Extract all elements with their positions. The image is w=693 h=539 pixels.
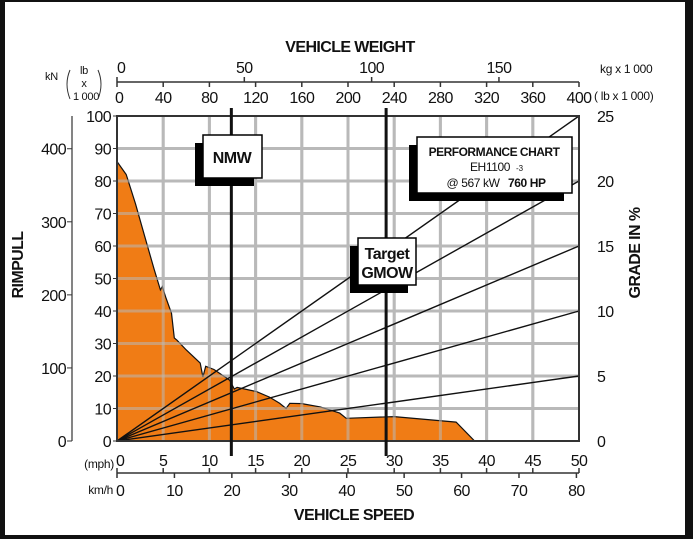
paren-left xyxy=(66,69,71,100)
klb-tick-label: 100 xyxy=(86,109,112,126)
kg-tick-label: 150 xyxy=(486,60,512,77)
grade-line-5 xyxy=(116,375,580,442)
grade-tick-label: 25 xyxy=(597,109,614,126)
kg-tick-label: 0 xyxy=(117,60,126,77)
lb-tick-label: 320 xyxy=(474,90,500,107)
lb-tick-label: 200 xyxy=(336,90,362,107)
klb-tick-label: 80 xyxy=(94,174,111,191)
kmh-tick-label: 20 xyxy=(224,483,241,500)
kmh-unit: km/h xyxy=(88,483,113,497)
kmh-tick-label: 50 xyxy=(396,483,413,500)
klb-tick-label: 60 xyxy=(94,239,111,256)
lb-tick-label: 120 xyxy=(243,90,269,107)
paren-right xyxy=(97,69,102,100)
mph-tick-label: 0 xyxy=(116,453,125,470)
klb-tick-label: 90 xyxy=(94,142,111,159)
mph-tick-label: 5 xyxy=(159,453,168,470)
rimpull-area xyxy=(117,161,475,441)
lb-tick-label: 160 xyxy=(289,90,315,107)
right-axis-title: GRADE IN % xyxy=(627,207,644,298)
lb-tick-label: 240 xyxy=(382,90,408,107)
x-axis-title: VEHICLE SPEED xyxy=(294,507,414,524)
lb-tick-label: 40 xyxy=(155,90,172,107)
kmh-tick-label: 10 xyxy=(166,483,183,500)
kn-tick-label: 300 xyxy=(41,215,67,232)
mph-tick-label: 50 xyxy=(571,453,588,470)
kn-unit-label: kN xyxy=(45,71,58,83)
kg-unit: kg x 1 000 xyxy=(600,62,653,76)
kn-tick-label: 400 xyxy=(41,142,67,159)
gmow-box xyxy=(357,237,417,286)
model-name: EH1100 xyxy=(470,160,511,174)
chart-title: PERFORMANCE CHART xyxy=(429,145,561,159)
grade-tick-label: 0 xyxy=(597,434,606,451)
kmh-tick-label: 70 xyxy=(511,483,528,500)
klb-tick-label: 70 xyxy=(94,207,111,224)
lb-unit: ( lb x 1 000) xyxy=(594,89,654,103)
performance-box xyxy=(416,136,573,194)
gmow-label-line2: GMOW xyxy=(361,265,414,282)
grade-tick-label: 15 xyxy=(597,239,614,256)
kn-tick-label: 200 xyxy=(41,288,67,305)
mph-tick-label: 45 xyxy=(524,453,541,470)
kmh-tick-label: 60 xyxy=(453,483,470,500)
klb-tick-label: 50 xyxy=(94,272,111,289)
kn-tick-label: 0 xyxy=(58,434,67,451)
nmw-box xyxy=(202,134,263,179)
grade-tick-label: 10 xyxy=(597,304,614,321)
klb-tick-label: 10 xyxy=(94,402,111,419)
gmow-label-line1: Target xyxy=(365,246,411,263)
kn-tick-label: 100 xyxy=(41,361,67,378)
kg-tick-label: 100 xyxy=(359,60,385,77)
lb-tick-label: 400 xyxy=(567,90,593,107)
thousand-unit-label: 1 000 xyxy=(73,91,99,103)
power-kw: @ 567 kW xyxy=(447,176,501,190)
kmh-tick-label: 40 xyxy=(338,483,355,500)
mph-tick-label: 25 xyxy=(340,453,357,470)
grade-tick-label: 5 xyxy=(597,369,606,386)
kmh-tick-label: 80 xyxy=(568,483,585,500)
klb-tick-label: 30 xyxy=(94,337,111,354)
nmw-label: NMW xyxy=(213,150,253,167)
power-hp: 760 HP xyxy=(508,176,546,190)
mph-tick-label: 30 xyxy=(386,453,403,470)
mph-tick-label: 40 xyxy=(478,453,495,470)
grade-tick-label: 20 xyxy=(597,174,614,191)
klb-tick-label: 20 xyxy=(94,369,111,386)
klb-tick-label: 40 xyxy=(94,304,111,321)
mph-tick-label: 15 xyxy=(247,453,264,470)
grade-line-15 xyxy=(116,245,580,442)
lb-tick-label: 0 xyxy=(115,90,124,107)
grade-line-20 xyxy=(116,180,580,442)
model-suffix: -3 xyxy=(516,164,524,173)
mph-tick-label: 35 xyxy=(432,453,449,470)
x-unit-label: x xyxy=(81,78,87,90)
y-axis-title: RIMPULL xyxy=(10,231,27,299)
klb-tick-label: 0 xyxy=(103,434,112,451)
kmh-tick-label: 0 xyxy=(116,483,125,500)
lb-tick-label: 80 xyxy=(201,90,218,107)
kmh-tick-label: 30 xyxy=(281,483,298,500)
kg-tick-label: 50 xyxy=(236,60,253,77)
grade-line-10 xyxy=(116,310,580,442)
lb-unit-label: lb xyxy=(80,65,88,77)
lb-tick-label: 280 xyxy=(428,90,454,107)
mph-unit: (mph) xyxy=(84,457,114,471)
mph-tick-label: 10 xyxy=(201,453,218,470)
mph-tick-label: 20 xyxy=(293,453,310,470)
top-axis-title: VEHICLE WEIGHT xyxy=(285,39,415,56)
lb-tick-label: 360 xyxy=(520,90,546,107)
